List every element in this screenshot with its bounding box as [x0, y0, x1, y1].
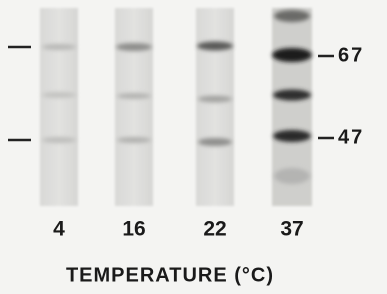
axis-title: TEMPERATURE (°C) — [66, 264, 274, 286]
lane — [40, 8, 78, 206]
lane-label: 22 — [203, 218, 226, 241]
lane — [196, 8, 234, 206]
marker-label: 47 — [338, 126, 364, 148]
lane-label: 16 — [122, 218, 145, 241]
lane-label: 37 — [280, 218, 303, 241]
gel-figure: 67 47 4 16 22 37 TEMPERATURE (°C) — [0, 0, 387, 294]
lane — [115, 8, 153, 206]
lane-label: 4 — [53, 218, 65, 241]
marker-label: 67 — [338, 44, 364, 66]
